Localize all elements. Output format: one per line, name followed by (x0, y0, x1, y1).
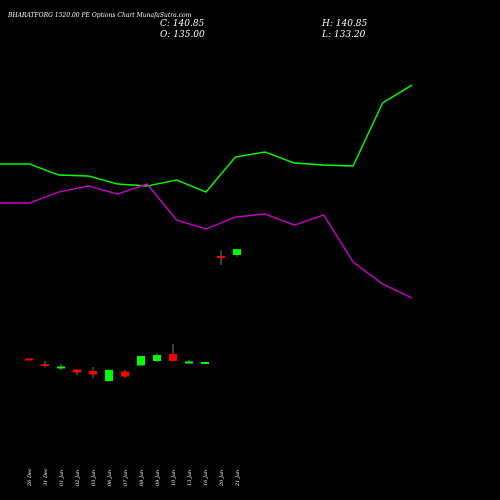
x-tick-label: 31 Dec (43, 468, 49, 486)
candle-13 (233, 249, 241, 257)
x-tick-label: 09 Jan (155, 470, 161, 486)
open-value: O: 135.00 (160, 30, 205, 40)
candle-11 (201, 361, 209, 364)
x-tick-label: 03 Jan (91, 470, 97, 486)
overlay-line-0 (0, 84, 413, 193)
candle-body (121, 371, 129, 377)
candles (25, 249, 241, 381)
candle-2 (57, 364, 65, 370)
candle-0 (25, 358, 33, 361)
x-tick-label: 08 Jan (139, 470, 145, 486)
overlay-lines (0, 84, 413, 299)
high-value: H: 140.85 (321, 19, 368, 29)
x-tick-label: 26 Dec (27, 468, 33, 487)
x-tick-label: 02 Jan (75, 470, 81, 486)
candle-body (25, 358, 33, 361)
x-tick-label: 06 Jan (107, 470, 113, 486)
x-tick-label: 16 Jan (203, 470, 209, 486)
candle-body (41, 364, 49, 366)
candle-body (89, 371, 97, 375)
candle-body (217, 256, 225, 258)
candle-4 (89, 367, 97, 378)
candle-8 (153, 353, 161, 362)
candle-body (137, 356, 145, 366)
x-tick-label: 20 Jan (219, 470, 225, 487)
x-axis-ticks: 26 Dec 31 Dec 01 Jan 02 Jan 03 Jan 06 Jan 07 J… (27, 468, 241, 487)
overlay-line-1 (0, 183, 413, 299)
candle-body (105, 370, 113, 381)
candle-body (185, 361, 193, 364)
candle-12 (217, 250, 225, 265)
close-value: C: 140.85 (160, 19, 205, 29)
x-tick-label: 10 Jan (171, 470, 177, 486)
candle-body (73, 369, 81, 373)
candle-7 (137, 356, 145, 366)
chart-title: BHARATFORG 1520.00 PE Options Chart Muna… (7, 12, 192, 19)
candle-5 (105, 369, 113, 381)
candle-body (201, 362, 209, 364)
candle-body (153, 355, 161, 361)
candle-body (233, 249, 241, 255)
candle-9 (169, 344, 177, 361)
x-tick-label: 01 Jan (59, 470, 65, 486)
candle-body (57, 366, 65, 369)
candle-body (169, 354, 177, 361)
candle-1 (41, 361, 49, 368)
low-value: L: 133.20 (321, 30, 366, 40)
candle-6 (121, 370, 129, 378)
candle-3 (73, 369, 81, 375)
x-tick-label: 13 Jan (187, 470, 193, 486)
candle-10 (185, 360, 193, 364)
x-tick-label: 07 Jan (123, 470, 129, 486)
x-tick-label: 21 Jan (235, 470, 241, 487)
